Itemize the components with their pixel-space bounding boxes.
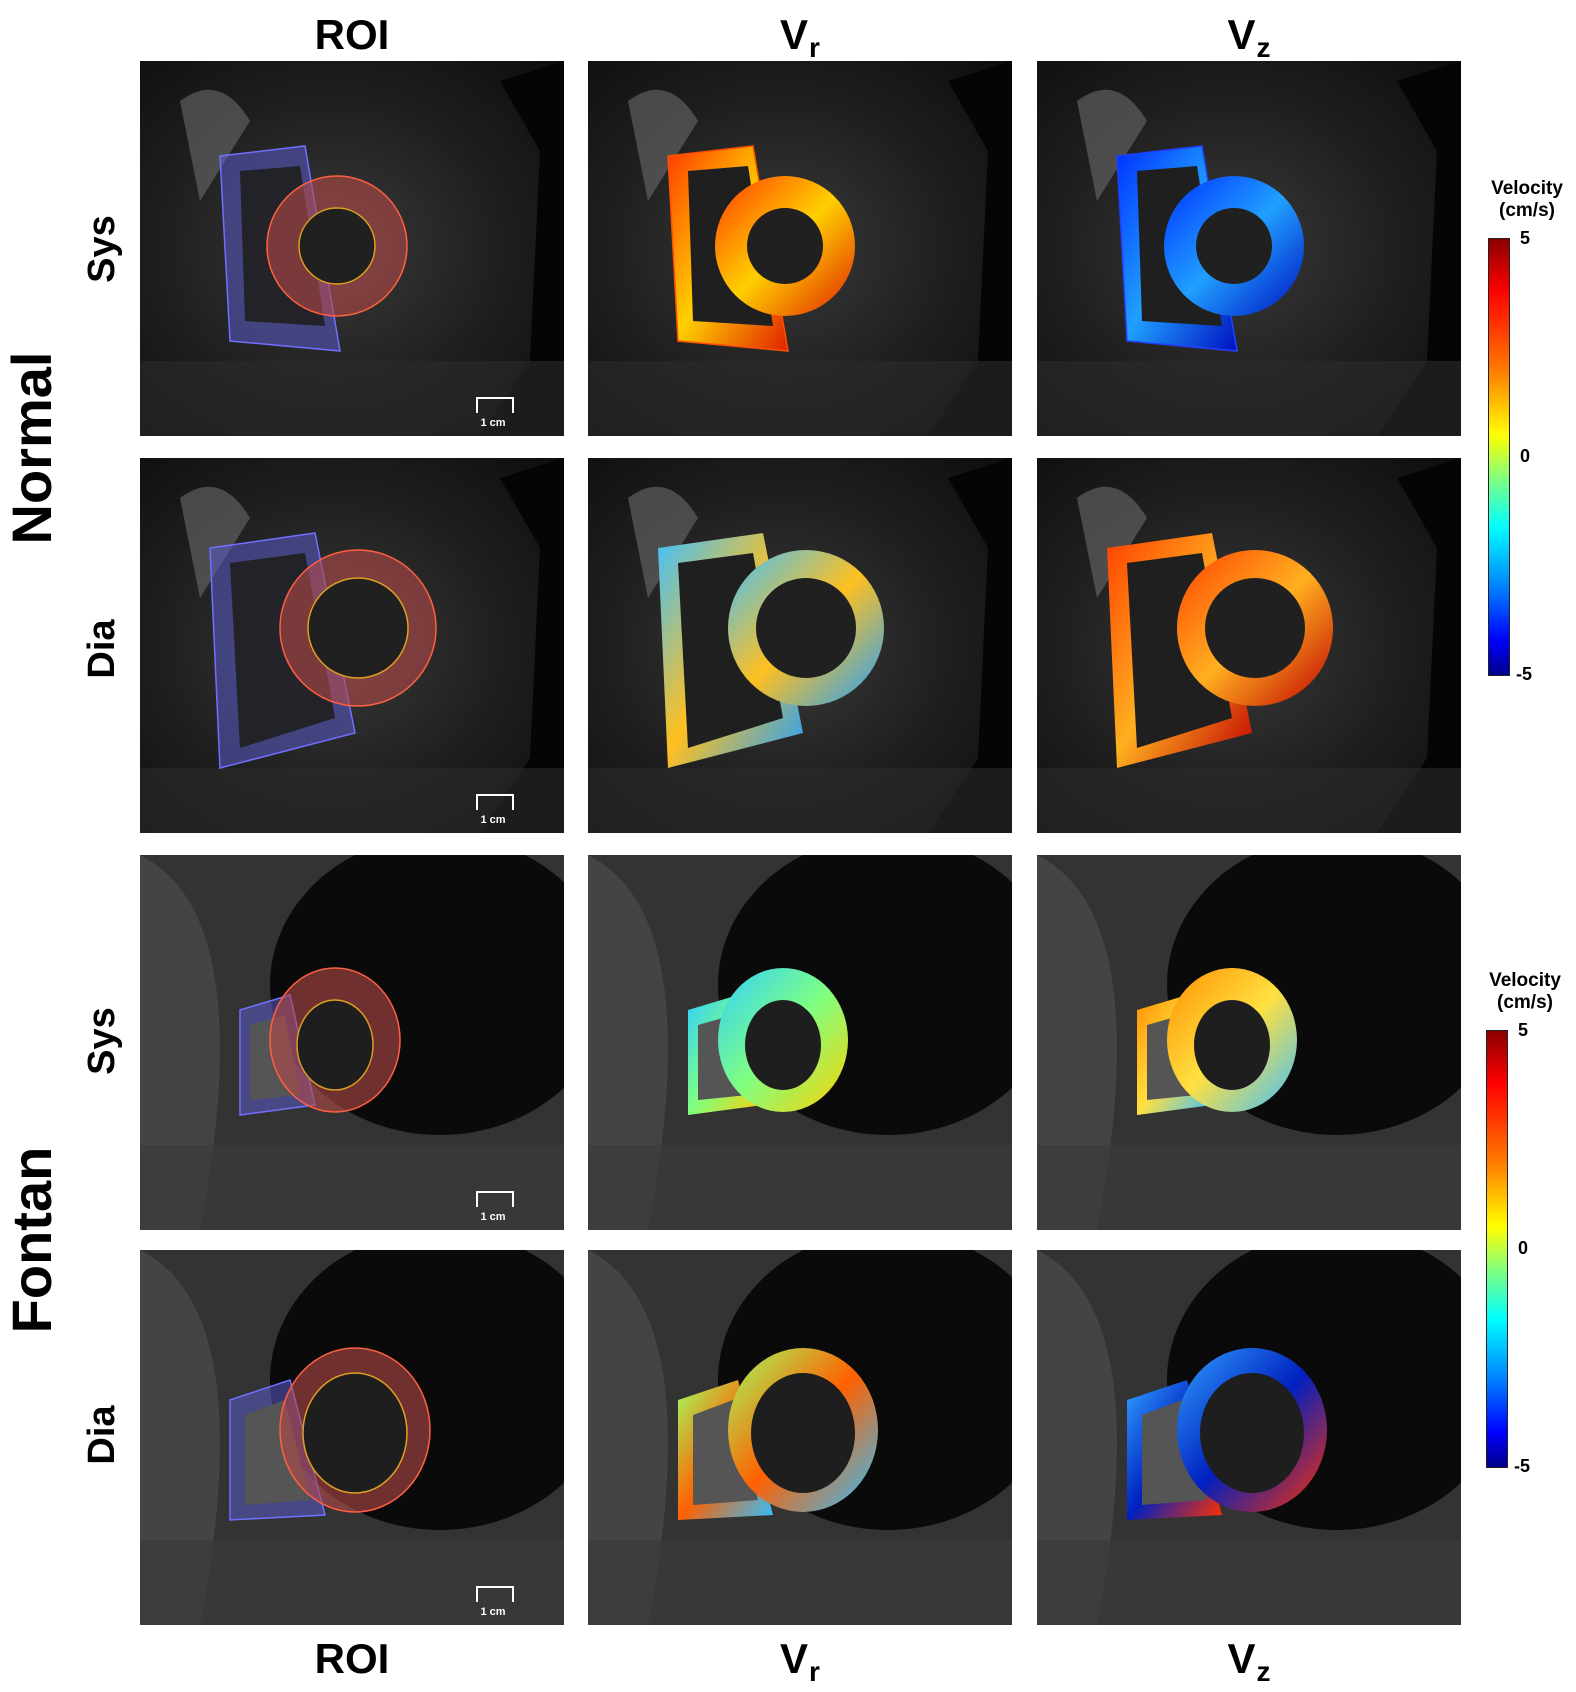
scale-bar-label: 1 cm [480,1606,506,1618]
panel-fontan-dia-vz [1037,1250,1461,1625]
scale-bar-label: 1 cm [480,814,506,826]
colorbar-normal [1488,238,1510,676]
panel-normal-sys-vz [1037,61,1461,436]
colorbar-fontan [1486,1030,1508,1468]
panel-normal-dia-vr [588,458,1012,833]
panel-fontan-dia-vr [588,1250,1012,1625]
colorbar-fontan-max: 5 [1518,1020,1529,1040]
scale-bar [476,1191,514,1207]
panel-normal-sys-vr [588,61,1012,436]
scale-bar-label: 1 cm [480,417,506,429]
col-header-roi-bottom: ROI [314,1635,390,1682]
phase-label-normal-sys: Sys [81,215,123,283]
phase-label-fontan-sys: Sys [81,1007,123,1075]
colorbar-fontan-title: Velocity (cm/s) [1470,970,1576,1014]
col-header-vz-top: Vz [1227,11,1271,63]
colorbar-normal-title-line2: (cm/s) [1499,200,1555,221]
panel-normal-sys-roi: 1 cm [140,61,564,436]
scale-bar [476,794,514,810]
panel-fontan-sys-vr [588,855,1012,1230]
col-header-vz-bottom: Vz [1227,1635,1271,1687]
phase-label-fontan-dia: Dia [81,1405,123,1465]
colorbar-normal-max: 5 [1520,228,1531,248]
panel-fontan-sys-roi: 1 cm [140,855,564,1230]
colorbar-normal-min: -5 [1516,664,1533,684]
colorbar-normal-title: Velocity (cm/s) [1472,178,1576,222]
colorbar-fontan-title-line1: Velocity [1489,970,1561,991]
group-label-normal: Normal [0,351,63,545]
panel-normal-dia-roi: 1 cm [140,458,564,833]
panel-fontan-sys-vz [1037,855,1461,1230]
col-header-vr-bottom: Vr [780,1635,820,1687]
colorbar-fontan-title-line2: (cm/s) [1497,992,1553,1013]
colorbar-fontan-mid: 0 [1518,1238,1529,1258]
phase-label-normal-dia: Dia [81,619,123,679]
scale-bar [476,1586,514,1602]
col-header-vr-top: Vr [780,11,820,63]
colorbar-normal-mid: 0 [1520,446,1531,466]
group-label-fontan: Fontan [0,1146,63,1334]
panel-normal-dia-vz [1037,458,1461,833]
colorbar-normal-title-line1: Velocity [1491,178,1563,199]
colorbar-fontan-min: -5 [1514,1456,1531,1476]
col-header-roi-top: ROI [314,11,390,58]
scale-bar [476,397,514,413]
panel-fontan-dia-roi: 1 cm [140,1250,564,1625]
scale-bar-label: 1 cm [480,1211,506,1223]
